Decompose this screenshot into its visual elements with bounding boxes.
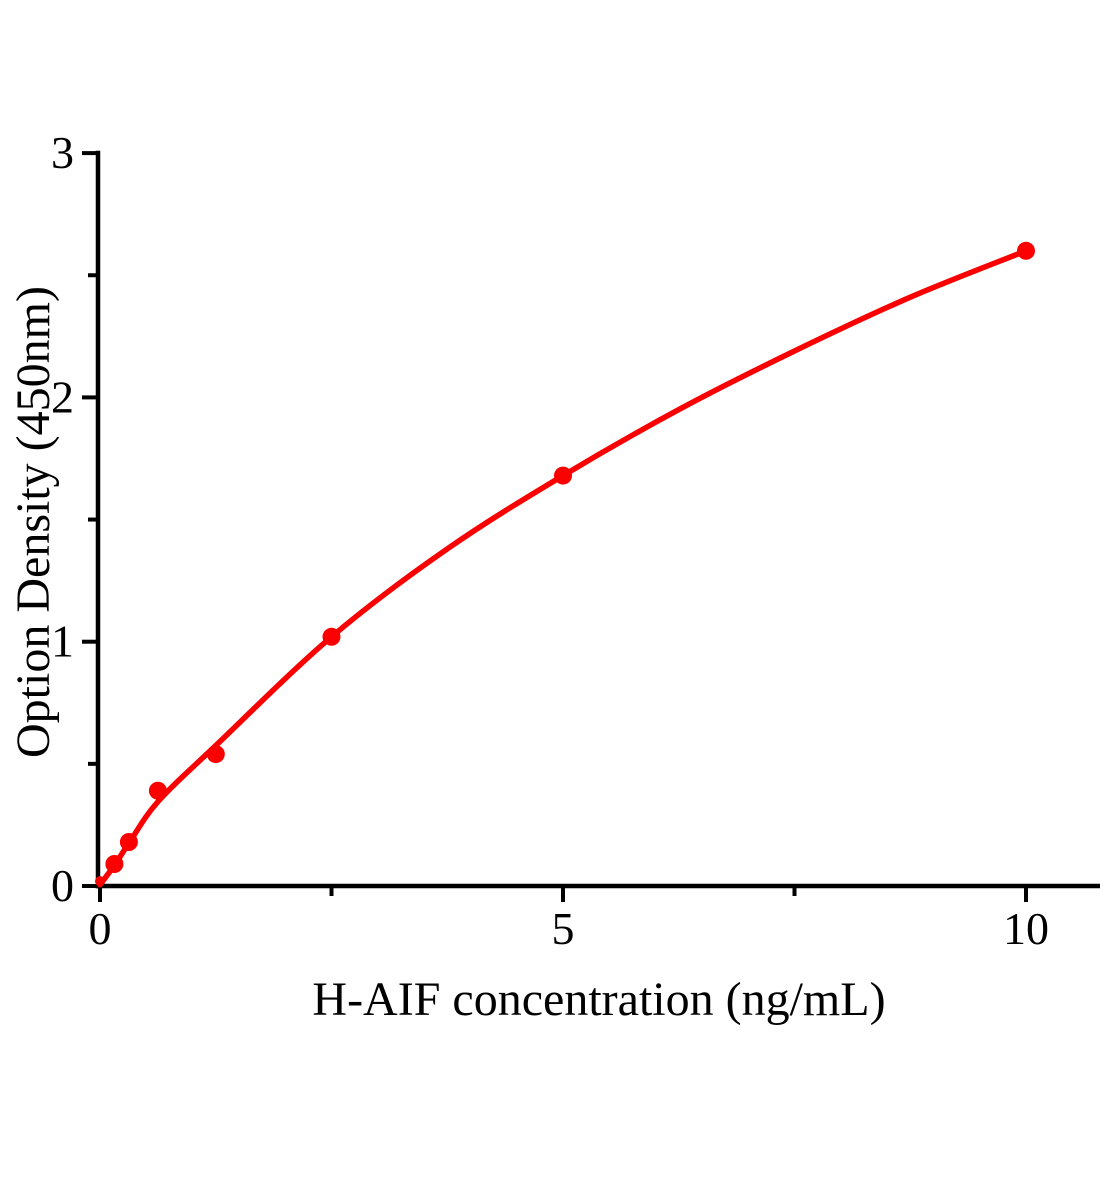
x-tick-label: 5	[552, 903, 575, 954]
data-point	[206, 745, 225, 764]
y-tick-label: 0	[51, 860, 74, 911]
x-tick-label: 10	[1003, 903, 1049, 954]
data-point	[554, 466, 572, 485]
y-tick-label: 2	[51, 371, 74, 422]
data-point	[95, 876, 105, 887]
data-point	[322, 627, 341, 646]
y-axis-title: Option Density (450nm)	[7, 286, 60, 758]
data-point	[148, 781, 167, 800]
data-point	[119, 833, 138, 851]
data-point	[1017, 241, 1035, 260]
y-tick-label: 1	[51, 616, 74, 667]
y-tick-label: 3	[51, 127, 74, 178]
x-axis-title: H-AIF concentration (ng/mL)	[312, 973, 886, 1026]
x-tick-label: 0	[89, 903, 112, 954]
fit-curve	[97, 248, 1029, 888]
data-point	[105, 855, 124, 873]
